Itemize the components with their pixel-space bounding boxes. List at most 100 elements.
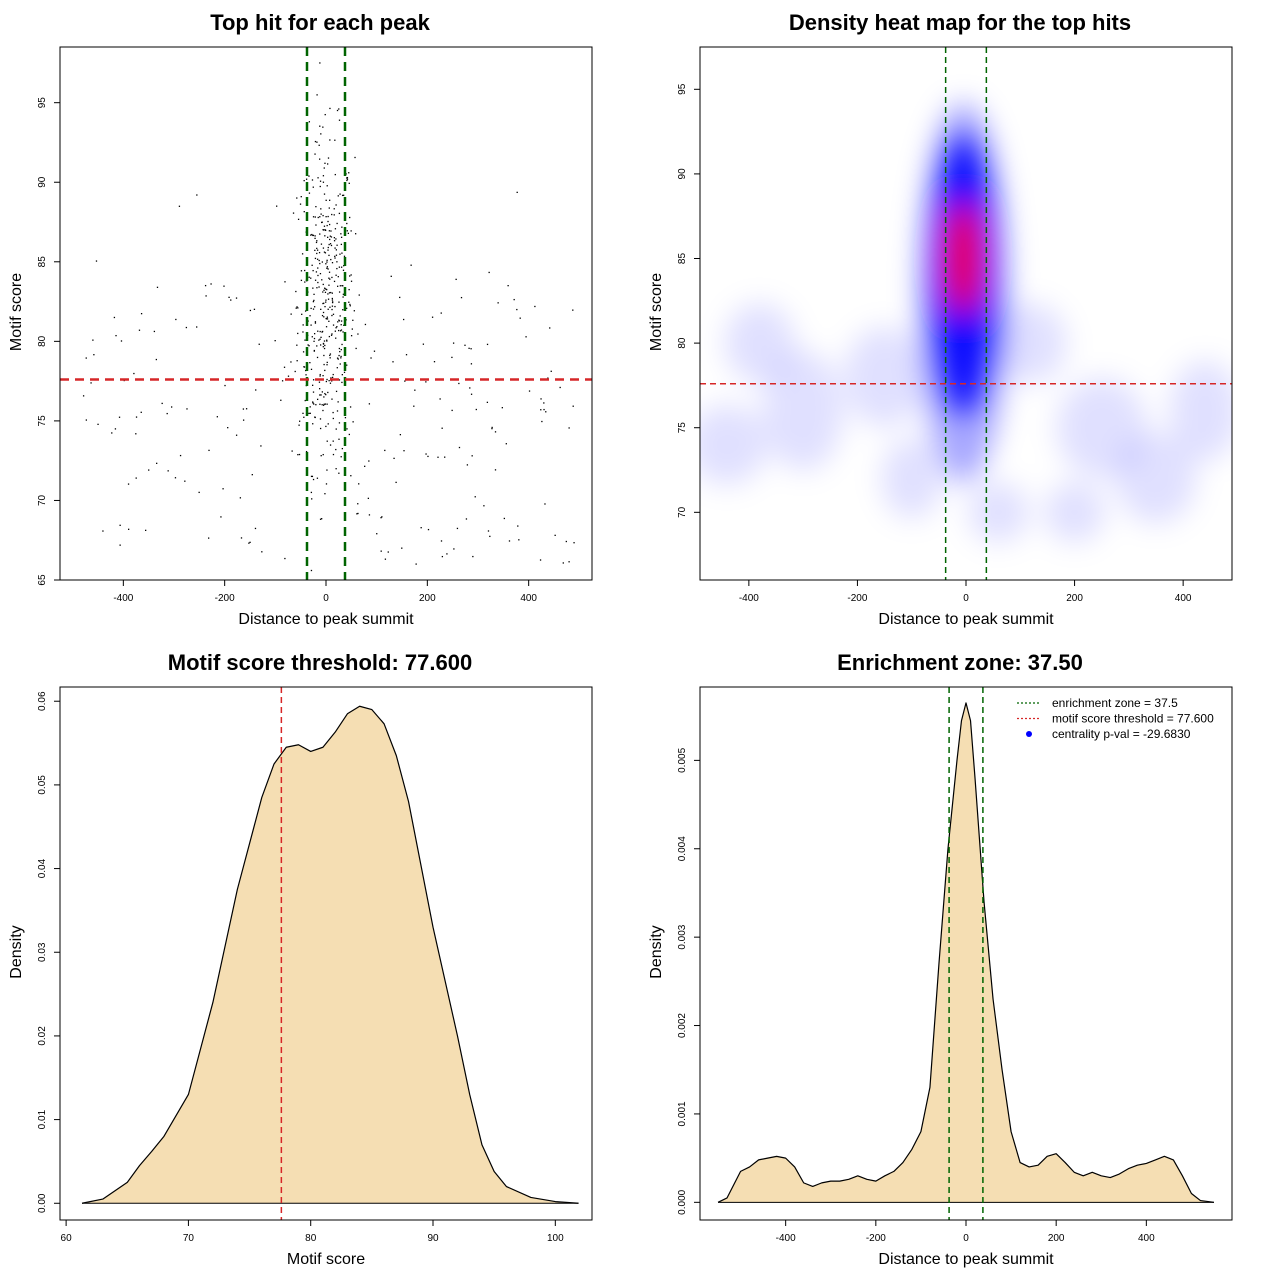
scatter-point — [453, 548, 455, 550]
scatter-point — [326, 469, 328, 471]
scatter-point — [380, 517, 382, 519]
scatter-point — [284, 557, 286, 560]
y-tick-label: 80 — [677, 337, 688, 349]
scatter-point — [329, 382, 332, 384]
scatter-point — [431, 316, 434, 318]
scatter-point — [344, 417, 347, 419]
scatter-point — [331, 398, 333, 400]
scatter-point — [309, 361, 311, 364]
scatter-point — [470, 363, 473, 365]
scatter-point — [314, 216, 316, 218]
scatter-point — [334, 247, 336, 249]
scatter-point — [310, 491, 313, 494]
scatter-point — [140, 313, 143, 315]
scatter-point — [323, 316, 325, 318]
scatter-point — [399, 296, 401, 299]
scatter-point — [338, 119, 341, 121]
scatter-point — [253, 308, 256, 310]
scatter-point — [326, 224, 328, 227]
scatter-point — [340, 266, 343, 268]
scatter-point — [321, 518, 323, 520]
scatter-point — [311, 179, 314, 181]
scatter-point — [329, 444, 332, 446]
scatter-point — [255, 389, 257, 391]
scatter-point — [331, 305, 334, 307]
scatter-point — [325, 288, 327, 290]
scatter-point — [340, 243, 343, 246]
scatter-point — [322, 311, 325, 314]
density-blob — [996, 303, 1067, 384]
density-blob — [844, 326, 925, 427]
legend-marker — [1026, 731, 1032, 737]
scatter-point — [321, 314, 324, 317]
scatter-point — [155, 358, 158, 361]
scatter-point — [322, 291, 324, 293]
scatter-point — [332, 313, 335, 315]
scatter-point — [357, 333, 359, 335]
scatter-point — [565, 540, 567, 543]
scatter-point — [525, 336, 527, 338]
scatter-point — [319, 272, 322, 275]
scatter-point — [325, 326, 328, 328]
scatter-point — [325, 425, 327, 428]
scatter-point — [437, 456, 439, 458]
density-area-group — [81, 687, 579, 1220]
score-density-plot: 60 70 80 90 100 0.00 0.01 0.02 0.03 0.04 0.05 0.06 — [37, 686, 593, 1244]
scatter-point — [297, 332, 299, 335]
scatter-point — [161, 402, 163, 405]
scatter-point — [440, 540, 443, 542]
scatter-point — [324, 235, 326, 237]
scatter-point — [303, 211, 305, 213]
scatter-point — [497, 302, 499, 304]
scatter-point — [299, 203, 302, 205]
scatter-point — [312, 402, 314, 404]
scatter-point — [310, 307, 312, 310]
density-blob — [700, 404, 768, 485]
scatter-point — [441, 427, 443, 429]
scatter-point — [326, 266, 329, 268]
scatter-point — [341, 374, 343, 376]
scatter-point — [323, 347, 326, 350]
x-axis-label: Motif score — [286, 1251, 366, 1268]
heatmap-layer — [700, 47, 1232, 580]
scatter-point — [248, 542, 250, 544]
scatter-point — [276, 205, 278, 207]
scatter-point — [367, 497, 370, 500]
scatter-point — [310, 569, 313, 572]
scatter-point — [222, 488, 224, 490]
scatter-point — [321, 261, 323, 263]
scatter-point — [494, 431, 497, 433]
scatter-point — [340, 320, 343, 322]
scatter-point — [283, 366, 286, 368]
scatter-point — [261, 551, 263, 553]
scatter-point — [317, 281, 319, 284]
scatter-point — [337, 358, 339, 360]
scatter-point — [483, 505, 485, 507]
scatter-point — [336, 325, 338, 328]
scatter-point — [316, 141, 318, 143]
scatter-point — [316, 247, 318, 250]
scatter-point — [319, 233, 321, 235]
x-tick-label: 400 — [520, 593, 537, 604]
scatter-point — [328, 230, 331, 232]
scatter-point — [251, 474, 253, 476]
scatter-point — [351, 328, 353, 330]
scatter-point — [342, 194, 345, 196]
scatter-point — [327, 236, 329, 238]
scatter-point — [312, 287, 314, 289]
scatter-point — [305, 450, 308, 453]
scatter-point — [348, 433, 350, 436]
y-tick-label: 95 — [37, 97, 48, 109]
scatter-point — [381, 516, 383, 518]
scatter-point — [300, 196, 302, 198]
scatter-point — [138, 329, 141, 331]
scatter-point — [327, 215, 329, 218]
y-tick-label: 75 — [677, 422, 688, 434]
scatter-point — [338, 379, 341, 381]
scatter-point — [380, 550, 382, 552]
scatter-point — [350, 335, 353, 337]
scatter-point — [296, 344, 298, 346]
scatter-point — [475, 408, 477, 411]
scatter-point — [314, 321, 317, 323]
scatter-point — [326, 316, 328, 318]
